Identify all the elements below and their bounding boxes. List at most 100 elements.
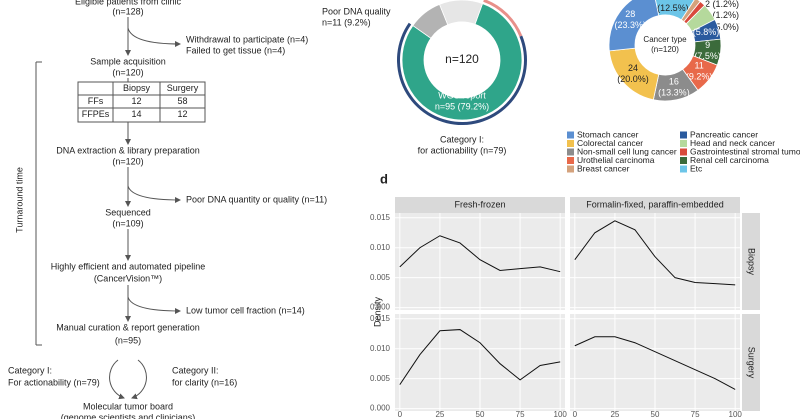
- donut-center: n=120: [445, 52, 479, 66]
- step-count: (n=95): [115, 335, 141, 345]
- x-tick-label: 50: [476, 410, 485, 419]
- step-count: (CancerVision™): [94, 273, 162, 283]
- density-curve: [399, 235, 561, 273]
- strip: [742, 314, 760, 411]
- table-cell: 58: [177, 96, 187, 106]
- step-label: Eligible patients from clinic: [75, 0, 182, 6]
- y-tick-label: 0.000: [370, 303, 391, 312]
- legend-label: Gastrointestinal stromal tumor: [690, 146, 800, 156]
- ring-text: for actionability (n=79): [418, 145, 507, 155]
- step-label: Manual curation & report generation: [56, 322, 200, 332]
- step-label: Highly efficient and automated pipeline: [51, 261, 205, 271]
- slice-pct: (5.0%): [713, 22, 740, 32]
- y-axis-label: Density: [372, 296, 382, 327]
- step-count: (n=109): [112, 218, 143, 228]
- x-tick-label: 0: [398, 410, 403, 419]
- panel-label: d: [380, 171, 388, 186]
- legend-label: Etc: [690, 163, 703, 173]
- slice-pct: (13.3%): [658, 87, 690, 97]
- table-header: Surgery: [167, 83, 199, 93]
- legend-swatch: [567, 140, 574, 147]
- y-tick-label: 0.010: [370, 243, 391, 252]
- table-row-label: FFPEs: [82, 109, 110, 119]
- donut-center: Cancer type: [643, 35, 687, 44]
- step-count: (genome scientists and clinicians): [61, 412, 196, 419]
- y-tick-label: 0.015: [370, 213, 391, 222]
- x-tick-label: 75: [516, 410, 525, 419]
- legend-swatch: [567, 157, 574, 164]
- x-tick-label: 25: [610, 410, 619, 419]
- slice-value: 7: [685, 27, 690, 37]
- legend-swatch: [680, 165, 687, 173]
- slice-label: WGS report: [438, 90, 486, 100]
- legend-swatch: [680, 140, 687, 147]
- slice-pct: (5.8%): [693, 27, 720, 37]
- slice-value: 9: [705, 40, 710, 50]
- category-detail: For actionability (n=79): [8, 377, 100, 387]
- donut-center: (n=120): [651, 45, 679, 54]
- slice-value: 2: [705, 0, 710, 9]
- category-label: Category II:: [172, 365, 219, 375]
- y-tick-label: 0.010: [370, 344, 391, 353]
- x-tick-label: 25: [435, 410, 444, 419]
- flow-arrows: [35, 17, 181, 400]
- density-curve: [574, 336, 736, 390]
- strip-label: Formalin-fixed, paraffin-embedded: [586, 199, 723, 209]
- slice-pct: (23.3%): [614, 20, 646, 30]
- y-tick-label: 0.005: [370, 374, 391, 383]
- donut-slice: [608, 0, 660, 52]
- exclusion: Low tumor cell fraction (n=14): [186, 305, 305, 315]
- x-tick-label: 100: [554, 410, 568, 419]
- density-curve: [574, 220, 736, 286]
- exclusion: Failed to get tissue (n=4): [186, 45, 285, 55]
- category-detail: for clarity (n=16): [172, 377, 237, 387]
- legend-label: Colorectal cancer: [577, 138, 643, 148]
- slice-pct: (1.2%): [713, 10, 740, 20]
- legend-label: Head and neck cancer: [690, 138, 775, 148]
- strip-label: Surgery: [747, 347, 757, 379]
- slice-value: 15: [668, 0, 678, 2]
- slice-label: Poor DNA quality: [322, 6, 391, 16]
- legend-label: Non-small cell lung cancer: [577, 146, 677, 156]
- y-tick-label: 0.015: [370, 314, 391, 323]
- legend-swatch: [567, 131, 574, 139]
- step-label: DNA extraction & library preparation: [56, 145, 200, 155]
- donut-slice: [439, 0, 484, 26]
- step-label: Sample acquisition: [90, 56, 166, 66]
- strip: [742, 213, 760, 310]
- strip: [570, 197, 740, 213]
- ring-arc: [483, 0, 523, 37]
- slice-label: 2 (1.2%): [705, 0, 739, 9]
- exclusion: Withdrawal to participate (n=4): [186, 34, 308, 44]
- strip-label: Fresh-frozen: [454, 199, 505, 209]
- y-tick-label: 0.000: [370, 404, 391, 413]
- table-cell: 12: [131, 96, 141, 106]
- legend-label: Pancreatic cancer: [690, 129, 758, 139]
- category-label: Category I:: [8, 365, 52, 375]
- density-curve: [399, 329, 561, 385]
- slice-pct: (7.5%): [694, 51, 721, 61]
- legend-label: Stomach cancer: [577, 129, 639, 139]
- x-tick-label: 100: [729, 410, 743, 419]
- step-label: Sequenced: [105, 207, 151, 217]
- donut-slice: [401, 3, 523, 121]
- step-count: (n=120): [112, 67, 143, 77]
- legend-swatch: [567, 148, 574, 156]
- step-label: Molecular tumor board: [83, 401, 173, 411]
- turnaround-label: Turnaround time: [14, 167, 24, 233]
- slice-pct: (9.2%): [686, 72, 713, 82]
- step-count: (n=128): [112, 6, 143, 16]
- x-tick-label: 50: [651, 410, 660, 419]
- legend-label: Renal cell carcinoma: [690, 155, 769, 165]
- slice-value: 28: [625, 9, 635, 19]
- y-tick-label: 0.005: [370, 273, 391, 282]
- legend-label: Breast cancer: [577, 163, 630, 173]
- step-count: (n=120): [112, 156, 143, 166]
- sample-table: [77, 81, 206, 123]
- legend-swatch: [680, 157, 687, 164]
- table-cell: 14: [131, 109, 141, 119]
- slice-value: n=11 (9.2%): [322, 17, 371, 27]
- x-tick-label: 75: [691, 410, 700, 419]
- exclusion: Poor DNA quantity or quality (n=11): [186, 194, 327, 204]
